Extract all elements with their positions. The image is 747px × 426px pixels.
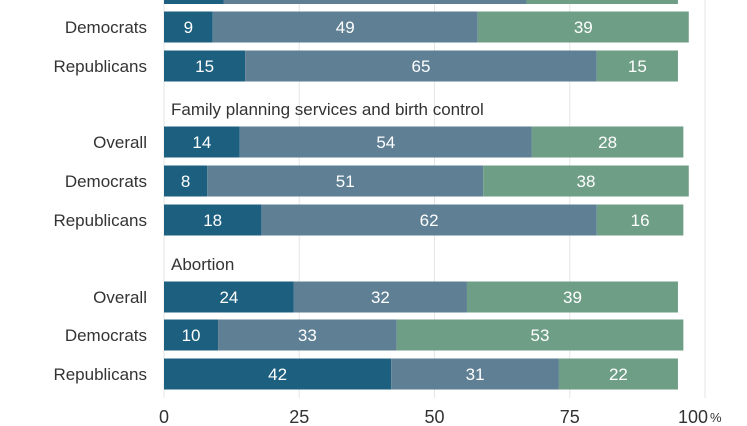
bar-value-label: 9 <box>184 18 193 37</box>
bar-segment <box>483 165 689 197</box>
row-label: Democrats <box>65 18 147 37</box>
bar-value-label: 16 <box>631 211 650 230</box>
bar-segment <box>164 358 392 390</box>
bar-value-label: 32 <box>371 288 390 307</box>
bar-segment <box>164 165 208 197</box>
bar-segment <box>164 11 213 43</box>
bar-value-label: 65 <box>412 57 431 76</box>
bar-segment <box>164 0 224 4</box>
bar-value-label: 15 <box>195 57 214 76</box>
row-label: Democrats <box>65 326 147 345</box>
bar-segment <box>164 281 294 313</box>
bar-value-label: 38 <box>577 172 596 191</box>
bar-value-label: 22 <box>609 365 628 384</box>
bar-segment <box>239 126 532 158</box>
bar-value-label: 33 <box>298 326 317 345</box>
bar-value-label: 8 <box>181 172 190 191</box>
bar-segment <box>466 281 678 313</box>
bar-segment <box>164 204 262 236</box>
row-label: Overall <box>93 288 147 307</box>
row-label: Republicans <box>53 211 147 230</box>
bar-segment <box>223 0 527 4</box>
x-unit-label: % <box>710 410 722 425</box>
bar-segment <box>596 204 684 236</box>
labels: 9 49 39 Democrats 15 65 15 Republicans Family pl… <box>53 18 649 384</box>
bar-value-label: 62 <box>420 211 439 230</box>
bar-value-label: 39 <box>563 288 582 307</box>
bar-segment <box>207 165 484 197</box>
bar-value-label: 14 <box>192 133 211 152</box>
bar-segment <box>261 204 597 236</box>
bar-value-label: 42 <box>268 365 287 384</box>
bar-segment <box>477 11 689 43</box>
bar-segment <box>293 281 467 313</box>
bar-value-label: 53 <box>531 326 550 345</box>
bar-value-label: 28 <box>598 133 617 152</box>
bar-value-label: 18 <box>203 211 222 230</box>
x-axis: 0 25 50 75 100% <box>159 407 722 426</box>
bar-value-label: 24 <box>219 288 238 307</box>
x-tick-label: 25 <box>289 407 309 426</box>
x-tick-label: 75 <box>560 407 580 426</box>
bar-segment <box>164 50 246 82</box>
x-tick-label: 0 <box>159 407 169 426</box>
x-tick-label: 100 <box>678 407 708 426</box>
bar-value-label: 54 <box>376 133 395 152</box>
bar-segment <box>596 50 678 82</box>
row-label: Republicans <box>53 57 147 76</box>
group-label: Family planning services and birth contr… <box>171 100 484 119</box>
bars <box>164 0 689 390</box>
x-tick-label: 50 <box>424 407 444 426</box>
bar-segment <box>245 50 597 82</box>
bar-segment <box>526 0 678 4</box>
bar-segment <box>391 358 559 390</box>
bar-value-label: 39 <box>574 18 593 37</box>
bar-value-label: 51 <box>336 172 355 191</box>
bar-segment <box>396 319 684 351</box>
bar-value-label: 31 <box>466 365 485 384</box>
bar-segment <box>218 319 397 351</box>
bar-segment <box>212 11 478 43</box>
bar-value-label: 15 <box>628 57 647 76</box>
bar-segment <box>558 358 678 390</box>
row-label: Democrats <box>65 172 147 191</box>
group-label: Abortion <box>171 255 234 274</box>
row-label: Overall <box>93 133 147 152</box>
bar-value-label: 49 <box>336 18 355 37</box>
bar-segment <box>531 126 684 158</box>
bar-segment <box>164 126 240 158</box>
row-label: Republicans <box>53 365 147 384</box>
bar-value-label: 10 <box>182 326 201 345</box>
bar-segment <box>164 319 219 351</box>
